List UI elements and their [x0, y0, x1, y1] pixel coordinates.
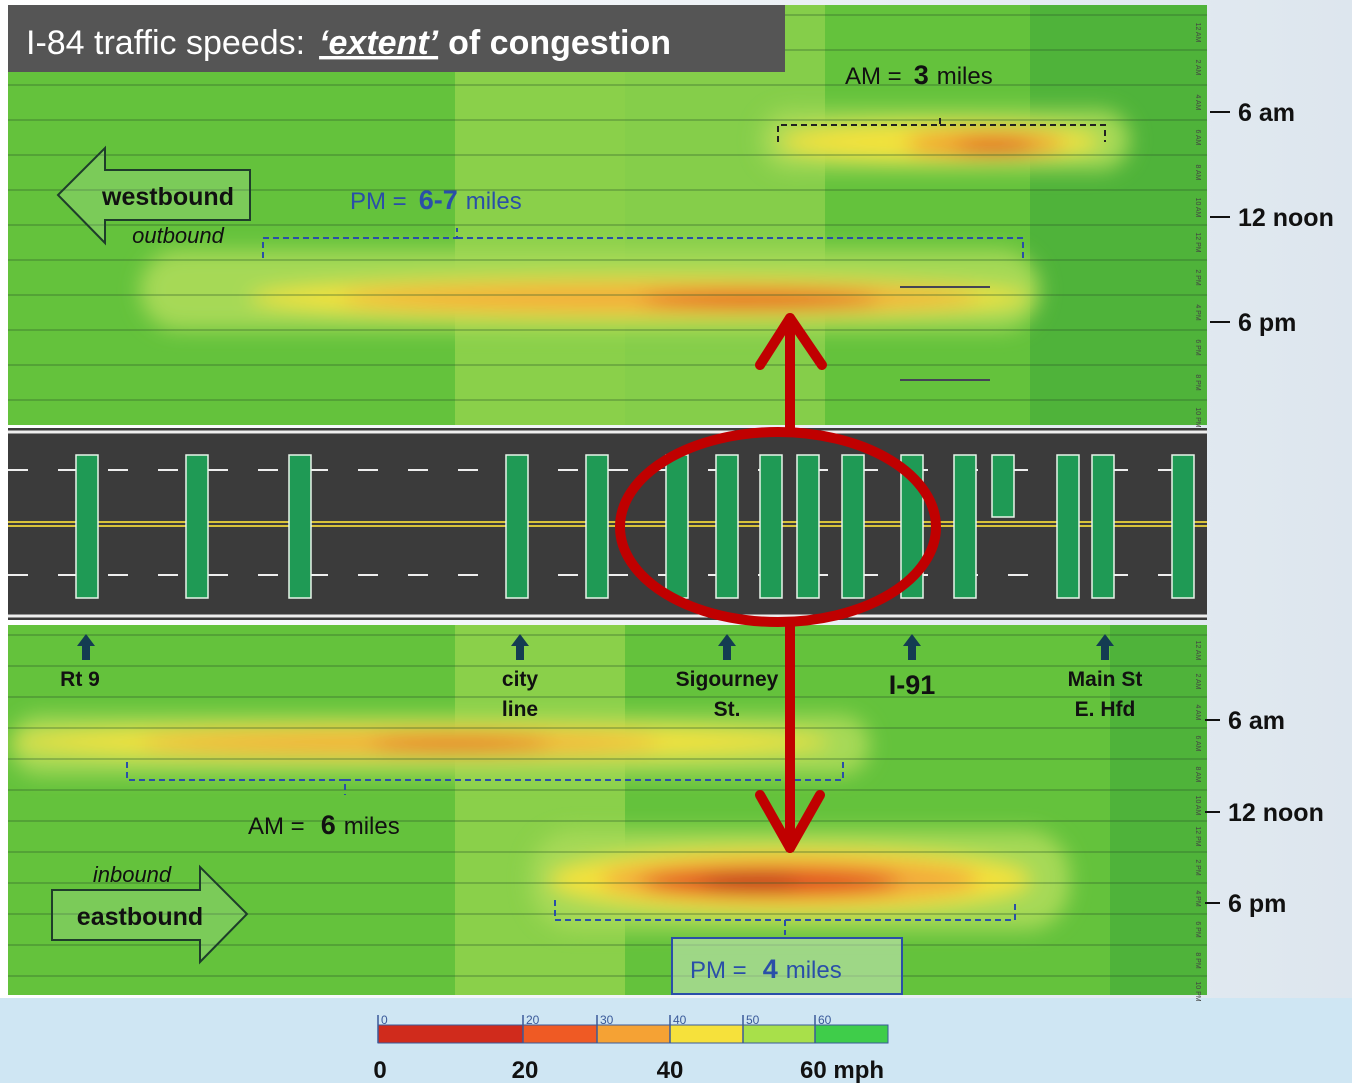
hour-label: 8 AM	[1194, 165, 1201, 181]
exit-sign	[75, 454, 99, 599]
hour-label: 12 AM	[1194, 23, 1201, 43]
exit-sign	[1091, 454, 1115, 599]
hour-label: 12 AM	[1194, 641, 1201, 661]
exit-sign	[1171, 454, 1195, 599]
location-arrow	[1096, 634, 1114, 660]
pm-box	[671, 937, 903, 995]
time-label: 12 noon	[1228, 799, 1324, 827]
hour-label: 12 PM	[1194, 826, 1201, 846]
hour-label: 2 PM	[1194, 269, 1201, 286]
legend-small: 20	[526, 1013, 540, 1027]
exit-sign	[288, 454, 312, 599]
westbound-arrow	[56, 145, 251, 246]
hour-label: 4 PM	[1194, 304, 1201, 321]
legend-swatch	[814, 1024, 889, 1044]
direction-sub: outbound	[132, 223, 225, 248]
location-arrow	[511, 634, 529, 660]
legend-swatch	[742, 1024, 816, 1044]
exit-sign	[796, 454, 820, 599]
hour-label: 6 AM	[1194, 130, 1201, 146]
exit-sign	[991, 454, 1015, 518]
exit-sign	[841, 454, 865, 599]
exit-sign	[185, 454, 209, 599]
hour-label: 4 AM	[1194, 95, 1201, 111]
legend-label: 60 mph	[800, 1057, 884, 1083]
hour-label: 8 PM	[1194, 952, 1201, 969]
direction: westbound	[101, 183, 234, 211]
eastbound-arrow	[51, 864, 249, 965]
location-label: St.	[714, 698, 741, 721]
hour-label: 2 AM	[1194, 60, 1201, 76]
title: I-84 traffic speeds: ‘extent’ of congestio…	[26, 24, 671, 62]
time-label: 6 pm	[1228, 890, 1286, 918]
location-arrow	[903, 634, 921, 660]
brackets	[126, 115, 1106, 935]
hour-label: 8 PM	[1194, 374, 1201, 391]
exit-sign	[953, 454, 977, 599]
legend-small: 30	[600, 1013, 614, 1027]
hour-label: 2 AM	[1194, 674, 1201, 690]
hour-label: 6 PM	[1194, 921, 1201, 938]
legend-label: 40	[657, 1057, 684, 1083]
am-extent: AM = 3 miles	[845, 60, 993, 90]
exit-sign	[505, 454, 529, 599]
time-label: 12 noon	[1238, 204, 1334, 232]
direction-sub: inbound	[93, 862, 172, 887]
exit-sign	[715, 454, 739, 599]
legend-label: 20	[512, 1057, 539, 1083]
location-label: city	[502, 668, 539, 691]
location-label: line	[502, 698, 538, 721]
hour-label: 6 AM	[1194, 736, 1201, 752]
location-arrow	[718, 634, 736, 660]
legend-small: 50	[746, 1013, 760, 1027]
location-label: Main St	[1068, 668, 1143, 691]
location-label: Rt 9	[60, 668, 100, 691]
hour-label: 10 AM	[1194, 198, 1201, 218]
exit-sign	[665, 454, 689, 599]
hour-label: 10 PM	[1194, 407, 1201, 427]
pm-extent: PM = 4 miles	[690, 954, 842, 984]
exit-sign	[759, 454, 783, 599]
hour-label: 10 AM	[1194, 796, 1201, 816]
time-label: 6 am	[1228, 707, 1285, 735]
legend-swatch	[377, 1024, 524, 1044]
time-label: 6 am	[1238, 99, 1295, 127]
legend-label: 0	[373, 1057, 386, 1083]
location-label: E. Hfd	[1075, 698, 1136, 721]
exit-sign	[585, 454, 609, 599]
am-extent: AM = 6 miles	[248, 810, 400, 840]
pm-extent: PM = 6-7 miles	[350, 185, 522, 215]
direction: eastbound	[77, 903, 203, 931]
hour-label: 4 PM	[1194, 890, 1201, 907]
westbound-heatmap	[8, 5, 1207, 425]
legend-small: 0	[381, 1013, 388, 1027]
legend-small: 40	[673, 1013, 687, 1027]
title-box	[8, 5, 785, 72]
exit-sign	[900, 454, 924, 599]
hour-label: 12 PM	[1194, 232, 1201, 252]
time-label: 6 pm	[1238, 309, 1296, 337]
hour-label: 4 AM	[1194, 705, 1201, 721]
hour-label: 8 AM	[1194, 767, 1201, 783]
hour-label: 6 PM	[1194, 339, 1201, 356]
location-label: I-91	[889, 670, 936, 700]
location-label: Sigourney	[676, 668, 779, 691]
legend-swatch	[522, 1024, 598, 1044]
hour-label: 2 PM	[1194, 859, 1201, 876]
exit-sign	[1056, 454, 1080, 599]
hour-label: 10 PM	[1194, 981, 1201, 1001]
location-arrow	[77, 634, 95, 660]
legend-small: 60	[818, 1013, 832, 1027]
legend-swatch	[669, 1024, 744, 1044]
highlight	[615, 313, 941, 853]
road	[8, 428, 1207, 620]
legend-swatch	[596, 1024, 671, 1044]
eastbound-heatmap	[8, 625, 1207, 995]
